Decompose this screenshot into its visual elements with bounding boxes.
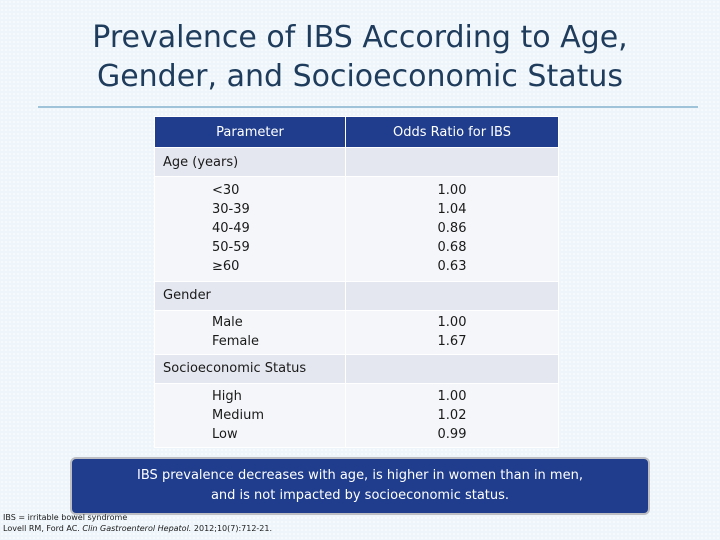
or-age-40-49: 0.86 bbox=[437, 221, 467, 237]
or-gender-male: 1.00 bbox=[437, 315, 467, 331]
footnote-reference: Lovell RM, Ford AC. Clin Gastroenterol H… bbox=[3, 523, 272, 534]
ses-medium: Medium bbox=[212, 407, 264, 423]
footnote: IBS = irritable bowel syndrome Lovell RM… bbox=[3, 512, 272, 534]
or-age-50-59: 0.68 bbox=[437, 240, 467, 256]
table-header-row: Parameter Odds Ratio for IBS bbox=[154, 116, 559, 148]
table-row-socioeconomic: High Medium Low 1.00 1.02 0.99 bbox=[154, 382, 559, 449]
or-gender-female: 1.67 bbox=[437, 334, 467, 350]
age-40-49: 40-49 bbox=[212, 221, 250, 237]
table-row-age: <30 30-39 40-49 50-59 ≥60 1.00 1.04 0.86… bbox=[154, 176, 559, 282]
conclusion-callout: IBS prevalence decreases with age, is hi… bbox=[70, 457, 650, 515]
age-30-39: 30-39 bbox=[212, 202, 250, 218]
section-row-age: Age (years) bbox=[154, 147, 559, 177]
or-ses-high: 1.00 bbox=[437, 388, 467, 404]
title-line-1: Prevalence of IBS According to Age, bbox=[92, 20, 628, 55]
reference-authors: Lovell RM, Ford AC. bbox=[3, 524, 83, 533]
section-label-socioeconomic: Socioeconomic Status bbox=[154, 353, 346, 384]
title-divider bbox=[38, 106, 698, 108]
odds-ratio-table: Parameter Odds Ratio for IBS Age (years)… bbox=[154, 116, 559, 449]
age-50-59: 50-59 bbox=[212, 240, 250, 256]
title-line-2: Gender, and Socioeconomic Status bbox=[96, 59, 624, 94]
or-ses-low: 0.99 bbox=[437, 426, 467, 442]
reference-journal: Clin Gastroenterol Hepatol. bbox=[82, 524, 192, 533]
slide-title: Prevalence of IBS According to Age, Gend… bbox=[0, 18, 720, 96]
age-lt30: <30 bbox=[212, 183, 240, 199]
section-label-gender: Gender bbox=[154, 280, 346, 311]
footnote-abbreviation: IBS = irritable bowel syndrome bbox=[3, 513, 128, 522]
or-age-30-39: 1.04 bbox=[437, 202, 467, 218]
section-label-age: Age (years) bbox=[154, 147, 346, 177]
table-row-gender: Male Female 1.00 1.67 bbox=[154, 309, 559, 355]
header-parameter: Parameter bbox=[154, 116, 346, 148]
callout-line-1: IBS prevalence decreases with age, is hi… bbox=[137, 468, 583, 483]
section-row-socioeconomic: Socioeconomic Status bbox=[154, 353, 559, 384]
ses-high: High bbox=[212, 388, 242, 404]
header-odds-ratio: Odds Ratio for IBS bbox=[345, 116, 559, 148]
gender-female: Female bbox=[212, 334, 260, 350]
or-age-ge60: 0.63 bbox=[437, 259, 467, 275]
or-ses-medium: 1.02 bbox=[437, 407, 467, 423]
gender-male: Male bbox=[212, 315, 243, 331]
callout-line-2: and is not impacted by socioeconomic sta… bbox=[210, 488, 510, 503]
age-ge60: ≥60 bbox=[212, 259, 240, 275]
reference-citation: 2012;10(7):712-21. bbox=[191, 524, 273, 533]
or-age-lt30: 1.00 bbox=[437, 183, 467, 199]
ses-low: Low bbox=[212, 426, 238, 442]
section-row-gender: Gender bbox=[154, 280, 559, 311]
